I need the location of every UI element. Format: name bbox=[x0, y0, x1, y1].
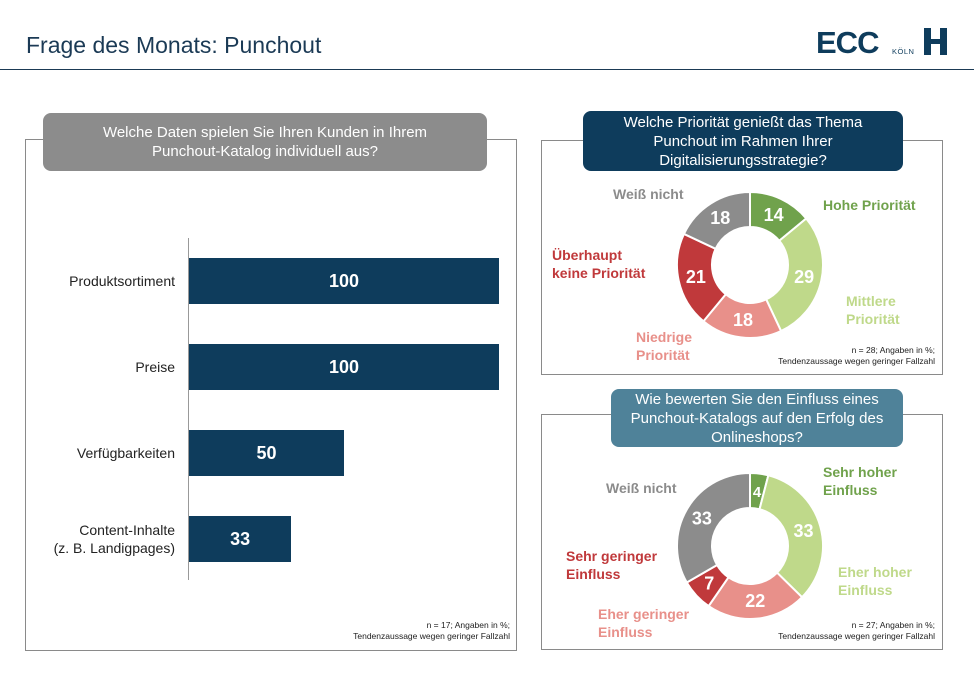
bar-axis bbox=[188, 238, 189, 580]
footnote-line: Tendenzaussage wegen geringer Fallzahl bbox=[778, 356, 935, 366]
donut-value-label: 33 bbox=[692, 508, 712, 528]
legend-line: Eher hoher bbox=[838, 564, 912, 580]
legend-niedrige-prioritaet: Niedrige Priorität bbox=[636, 328, 692, 364]
footnote-line: Tendenzaussage wegen geringer Fallzahl bbox=[778, 631, 935, 641]
category-label-produktsortiment: Produktsortiment bbox=[69, 273, 175, 289]
donut-slice bbox=[758, 474, 824, 599]
legend-weiss-nicht: Weiß nicht bbox=[613, 186, 684, 202]
donut-value-label: 4 bbox=[753, 484, 762, 501]
legend-sehr-hoher-einfluss: Sehr hoher Einfluss bbox=[823, 463, 897, 499]
page-title: Frage des Monats: Punchout bbox=[26, 32, 322, 58]
legend-line: Priorität bbox=[846, 311, 900, 327]
bar bbox=[189, 344, 499, 390]
category-label-verfuegbarkeiten: Verfügbarkeiten bbox=[76, 445, 175, 461]
legend-line: Priorität bbox=[636, 347, 690, 363]
legend-line: Einfluss bbox=[566, 566, 621, 582]
bar bbox=[189, 516, 292, 562]
footnote-line: n = 27; Angaben in %; bbox=[851, 620, 935, 630]
donut-value-label: 18 bbox=[710, 208, 730, 228]
legend-hohe-prioritaet: Hohe Priorität bbox=[823, 197, 916, 213]
bar bbox=[189, 258, 499, 304]
bar-value-label: 33 bbox=[230, 529, 251, 549]
logo-text: ECC bbox=[816, 26, 879, 58]
bar-value-label: 100 bbox=[328, 357, 360, 377]
bar-chart-title: Welche Daten spielen Sie Ihren Kunden in… bbox=[102, 124, 428, 160]
priority-footnote: n = 28; Angaben in %; Tendenzaussage weg… bbox=[680, 345, 935, 367]
bar-chart-footnote: n = 17; Angaben in %; Tendenzaussage weg… bbox=[250, 620, 510, 642]
header-divider bbox=[0, 69, 974, 70]
legend-eher-geringer-einfluss: Eher geringer Einfluss bbox=[598, 605, 689, 641]
donut-value-label: 22 bbox=[745, 591, 765, 611]
footnote-line: Tendenzaussage wegen geringer Fallzahl bbox=[353, 631, 510, 641]
donut-value-label: 29 bbox=[794, 267, 814, 287]
bar-value-label: 100 bbox=[328, 271, 360, 291]
category-label-line: (z. B. Landigpages) bbox=[53, 540, 175, 556]
logo-subtext: KÖLN bbox=[892, 47, 914, 56]
influence-chart-title: Wie bewerten Sie den Einfluss eines Punc… bbox=[630, 390, 884, 446]
legend-line: Sehr geringer bbox=[566, 548, 658, 564]
donut-value-label: 21 bbox=[686, 267, 706, 287]
legend-mittlere-prioritaet: Mittlere Priorität bbox=[846, 292, 900, 328]
legend-line: Niedrige bbox=[636, 329, 693, 345]
bar-chart-panel bbox=[25, 139, 517, 651]
legend-line: keine Priorität bbox=[552, 265, 646, 281]
bar-value-label: 50 bbox=[256, 443, 277, 463]
legend-weiss-nicht-2: Weiß nicht bbox=[606, 480, 677, 496]
bar-chart-question: Welche Daten spielen Sie Ihren Kunden in… bbox=[43, 113, 487, 171]
legend-line: Sehr hoher bbox=[823, 464, 897, 480]
ecc-logo: ECC KÖLN bbox=[816, 26, 947, 58]
donut-value-label: 18 bbox=[733, 310, 753, 330]
priority-chart-title: Welche Priorität genießt das Thema Punch… bbox=[623, 113, 863, 169]
legend-line: Einfluss bbox=[598, 624, 653, 640]
legend-line: Überhaupt bbox=[552, 247, 622, 263]
donut-value-label: 33 bbox=[793, 521, 813, 541]
influence-donut: 4 33 22 7 33 bbox=[676, 471, 824, 620]
footnote-line: n = 17; Angaben in %; bbox=[426, 620, 510, 630]
legend-eher-hoher-einfluss: Eher hoher Einfluss bbox=[838, 563, 912, 599]
influence-question: Wie bewerten Sie den Einfluss eines Punc… bbox=[611, 389, 903, 447]
influence-footnote: n = 27; Angaben in %; Tendenzaussage weg… bbox=[680, 620, 935, 642]
donut-slice bbox=[764, 217, 824, 333]
donut-slice bbox=[682, 190, 751, 251]
donut-slice bbox=[676, 471, 751, 584]
footnote-line: n = 28; Angaben in %; bbox=[851, 345, 935, 355]
legend-line: Eher geringer bbox=[598, 606, 690, 622]
legend-line: Einfluss bbox=[823, 482, 878, 498]
category-label-content: Content-Inhalte (z. B. Landigpages) bbox=[0, 521, 175, 557]
legend-line: Einfluss bbox=[838, 582, 893, 598]
bar bbox=[189, 430, 344, 476]
category-label-line: Content-Inhalte bbox=[79, 522, 175, 538]
legend-sehr-geringer-einfluss: Sehr geringer Einfluss bbox=[566, 547, 657, 583]
priority-question: Welche Priorität genießt das Thema Punch… bbox=[583, 111, 903, 171]
donut-value-label: 7 bbox=[704, 574, 714, 594]
legend-keine-prioritaet: Überhaupt keine Priorität bbox=[552, 246, 645, 282]
donut-value-label: 14 bbox=[764, 205, 784, 225]
legend-line: Mittlere bbox=[846, 293, 896, 309]
category-label-preise: Preise bbox=[135, 359, 175, 375]
priority-donut: 14 29 18 21 18 bbox=[676, 190, 824, 339]
